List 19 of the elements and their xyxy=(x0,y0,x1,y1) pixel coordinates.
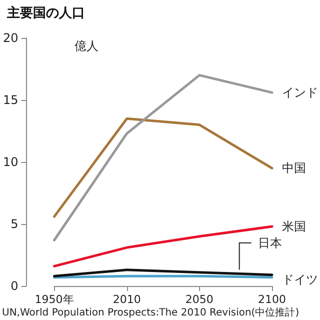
x-tick-label: 2050 xyxy=(185,293,214,306)
x-tick-label: 2100 xyxy=(258,293,286,306)
y-tick-label: 0 xyxy=(10,279,18,293)
x-tick-label: 2010 xyxy=(112,293,141,306)
series-label: 米国 xyxy=(282,219,306,234)
y-tick-label: 15 xyxy=(2,93,18,107)
y-axis-title: 億人 xyxy=(74,39,98,53)
line-series xyxy=(53,117,274,218)
y-tick-label: 5 xyxy=(10,217,18,231)
y-tick-label: 20 xyxy=(2,31,18,45)
text: UN,World Population Prospects:The 2010 Revision(中位推計) xyxy=(2,306,300,318)
x-tick-label: 1950年 xyxy=(34,293,74,306)
series-label: 中国 xyxy=(282,161,306,176)
line-series xyxy=(53,268,274,278)
y-tick-label: 10 xyxy=(2,155,18,169)
chart-title: 主要国の人口 xyxy=(6,5,85,21)
series-label: インド xyxy=(282,86,318,100)
text: 日本 xyxy=(258,236,282,250)
series-label: ドイツ xyxy=(282,272,318,286)
